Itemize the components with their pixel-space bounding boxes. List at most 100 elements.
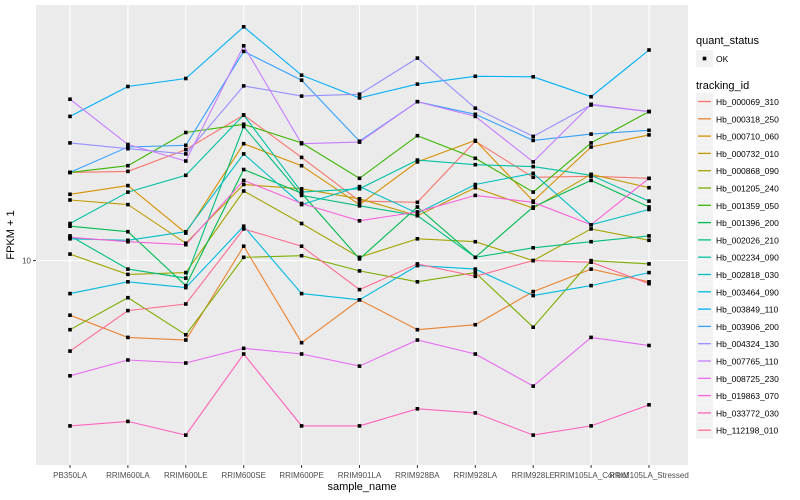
legend-item-label: Hb_000732_010 [716,149,779,159]
data-point [531,433,535,437]
data-point [647,133,651,137]
data-point [531,258,535,263]
data-point [531,171,535,176]
data-point [473,138,478,143]
data-point [357,219,362,223]
data-point [647,238,651,243]
data-point [647,205,651,209]
data-point [241,124,246,129]
legend-item-label: Hb_007765_110 [716,357,779,367]
data-point [241,244,246,248]
data-point [531,205,535,209]
data-point [184,152,188,156]
data-point [647,280,651,284]
data-point [184,147,188,152]
data-point [415,82,420,86]
legend-item-label: Hb_003849_110 [716,305,779,315]
data-point [531,160,535,164]
data-point [531,246,535,250]
data-point [589,283,593,288]
data-point [68,313,72,317]
data-point [357,364,362,368]
data-point [473,274,478,279]
legend-item-label: Hb_001396_200 [716,218,779,228]
data-point [531,175,535,180]
legend-item-label: Hb_000710_060 [716,132,779,142]
data-point [357,424,362,428]
data-point [357,204,362,208]
data-point [415,133,420,138]
x-tick-label: RRIM600PE [279,471,323,480]
data-point [415,213,420,218]
data-point [184,159,188,163]
data-point [531,293,535,298]
data-point [473,156,478,161]
data-point [68,192,72,197]
data-point [68,224,72,228]
data-point [357,269,362,273]
legend-item-label: Hb_033772_030 [716,408,779,418]
data-point [531,384,535,388]
data-point [241,346,246,351]
data-point [184,338,188,342]
data-point [531,75,535,79]
data-point [299,244,304,248]
shape-legend-title: quant_status [696,35,759,47]
data-point [473,193,478,198]
data-point [241,224,246,228]
data-point [415,407,420,411]
data-point [68,198,72,202]
data-point [126,335,130,340]
legend-point-marker [702,56,707,61]
data-point [126,84,130,89]
data-point [357,199,362,203]
data-point [647,48,651,52]
legend-item-label: Hb_019863_070 [716,391,779,401]
x-axis-title: sample_name [327,481,396,493]
data-point [184,143,188,148]
data-point [589,239,593,244]
data-point [589,173,593,178]
data-point [184,285,188,290]
data-point [531,325,535,329]
x-tick-label: PB350LA [53,471,87,480]
legend-item-label: Hb_002818_030 [716,270,779,280]
data-point [241,84,246,88]
data-point [241,189,246,193]
data-point [647,199,651,203]
data-point [589,94,593,99]
data-point [126,267,130,271]
data-point [473,239,478,244]
data-point [473,411,478,415]
data-point [589,145,593,149]
data-point [357,287,362,292]
data-point [473,74,478,79]
data-point [126,419,130,424]
data-point [299,424,304,428]
x-tick-label: RRIM928BA [395,471,440,480]
data-point [647,176,651,181]
data-point [589,141,593,145]
x-tick-label: RRIM901LA [338,471,382,480]
data-point [241,44,246,48]
data-point [473,267,478,271]
legend-item-label: Hb_000318_250 [716,114,779,124]
legend-item-label: Hb_003906_200 [716,322,779,332]
data-point [357,197,362,201]
data-point [126,280,130,284]
x-tick-label: RRIM928LA [454,471,498,480]
data-point [241,182,246,187]
data-point [184,333,188,337]
data-point [415,99,420,104]
data-point [126,229,130,234]
data-point [241,352,246,356]
x-tick-label: RRIM600LA [106,471,150,480]
data-point [415,200,420,205]
data-point [299,141,304,146]
legend-item-label: Hb_001359_050 [716,201,779,211]
data-point [299,187,304,191]
legend-item-label: Hb_000868_090 [716,166,779,176]
legend-item-label: Hb_002026_210 [716,235,779,245]
data-point [357,96,362,100]
